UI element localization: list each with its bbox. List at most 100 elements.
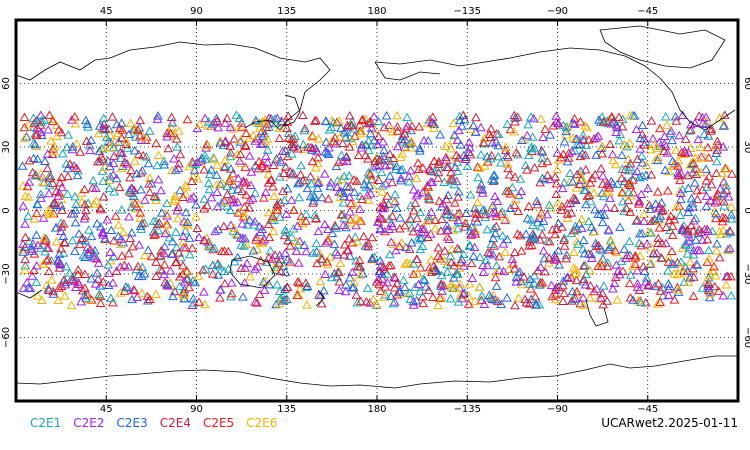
observation-marker: [209, 117, 220, 127]
observation-marker: [590, 238, 601, 248]
observation-marker: [550, 289, 561, 299]
observation-marker: [181, 207, 191, 217]
observation-marker: [277, 146, 288, 156]
observation-marker: [674, 170, 685, 180]
observation-marker: [440, 141, 451, 150]
observation-marker: [125, 233, 136, 243]
observation-marker: [101, 132, 112, 141]
observation-marker: [105, 255, 116, 265]
observation-marker: [415, 146, 425, 155]
observation-marker: [44, 266, 54, 276]
observation-marker: [408, 300, 419, 309]
observation-marker: [136, 224, 147, 233]
observation-marker: [272, 205, 283, 214]
observation-marker: [149, 230, 160, 239]
observation-marker: [576, 223, 587, 232]
observation-marker: [388, 153, 399, 162]
observation-marker: [624, 278, 635, 288]
observation-marker: [160, 228, 171, 238]
observation-marker: [474, 163, 485, 172]
observation-marker: [684, 236, 695, 246]
observation-marker: [384, 224, 395, 233]
observation-marker: [254, 236, 264, 245]
observation-marker: [474, 282, 485, 291]
observation-marker: [436, 270, 447, 280]
observation-marker: [508, 259, 519, 268]
observation-marker: [49, 197, 60, 207]
observation-marker: [465, 189, 476, 199]
observation-marker: [578, 274, 589, 284]
observation-marker: [653, 278, 664, 288]
observation-marker: [656, 252, 667, 262]
observation-marker: [662, 120, 672, 129]
observation-marker: [477, 188, 488, 197]
observation-marker: [645, 144, 656, 154]
observation-marker: [685, 257, 696, 266]
observation-marker: [712, 188, 723, 198]
observation-marker: [411, 254, 422, 264]
observation-marker: [44, 188, 54, 198]
observation-marker: [672, 269, 683, 279]
observation-marker: [345, 207, 355, 216]
observation-marker: [646, 228, 656, 237]
observation-marker: [652, 187, 663, 196]
observation-marker: [347, 136, 358, 146]
observation-marker: [207, 119, 218, 128]
observation-marker: [466, 258, 477, 268]
observation-marker: [678, 224, 689, 234]
observation-marker: [614, 135, 625, 145]
observation-marker: [70, 191, 80, 201]
observation-marker: [340, 286, 351, 296]
observation-marker: [24, 177, 34, 186]
observation-marker: [317, 192, 327, 202]
observation-marker: [408, 258, 419, 268]
observation-marker: [702, 234, 713, 244]
observation-marker: [187, 243, 198, 252]
lon-tick-label-bottom-0: 45: [100, 404, 113, 415]
observation-marker: [48, 116, 58, 126]
observation-marker: [316, 290, 326, 300]
observation-marker: [509, 247, 520, 257]
observation-marker: [225, 291, 236, 301]
observation-marker: [646, 258, 656, 268]
observation-marker: [363, 154, 373, 163]
observation-marker: [516, 246, 527, 255]
observation-marker: [301, 216, 311, 225]
observation-marker: [354, 215, 365, 225]
observation-marker: [567, 296, 577, 305]
observation-marker: [572, 169, 582, 179]
observation-marker: [585, 281, 596, 290]
observation-marker: [580, 260, 591, 269]
observation-marker: [53, 295, 64, 304]
observation-marker: [184, 233, 195, 242]
observation-marker: [561, 250, 572, 259]
observation-marker: [19, 122, 30, 132]
observation-marker: [356, 126, 367, 136]
observation-marker: [691, 164, 702, 173]
observation-marker: [523, 119, 533, 129]
observation-marker: [95, 298, 106, 308]
observation-marker: [261, 151, 271, 160]
observation-marker: [217, 198, 227, 207]
observation-marker: [721, 228, 732, 238]
observation-marker: [433, 242, 444, 252]
observation-marker: [280, 248, 291, 257]
observation-marker: [568, 263, 579, 272]
observation-marker: [581, 185, 591, 194]
observation-marker: [603, 224, 614, 234]
observation-marker: [428, 261, 439, 270]
observation-marker: [624, 138, 635, 147]
observation-marker: [676, 262, 686, 272]
observation-marker: [108, 158, 119, 167]
observation-marker: [166, 249, 177, 258]
observation-marker: [349, 277, 359, 286]
observation-marker: [275, 155, 286, 165]
observation-marker: [596, 163, 606, 173]
observation-marker: [594, 293, 604, 303]
observation-marker: [675, 210, 685, 219]
observation-marker: [524, 241, 535, 250]
observation-marker: [134, 240, 145, 249]
observation-marker: [137, 165, 148, 175]
observation-marker: [336, 123, 346, 132]
observation-marker: [415, 244, 426, 254]
